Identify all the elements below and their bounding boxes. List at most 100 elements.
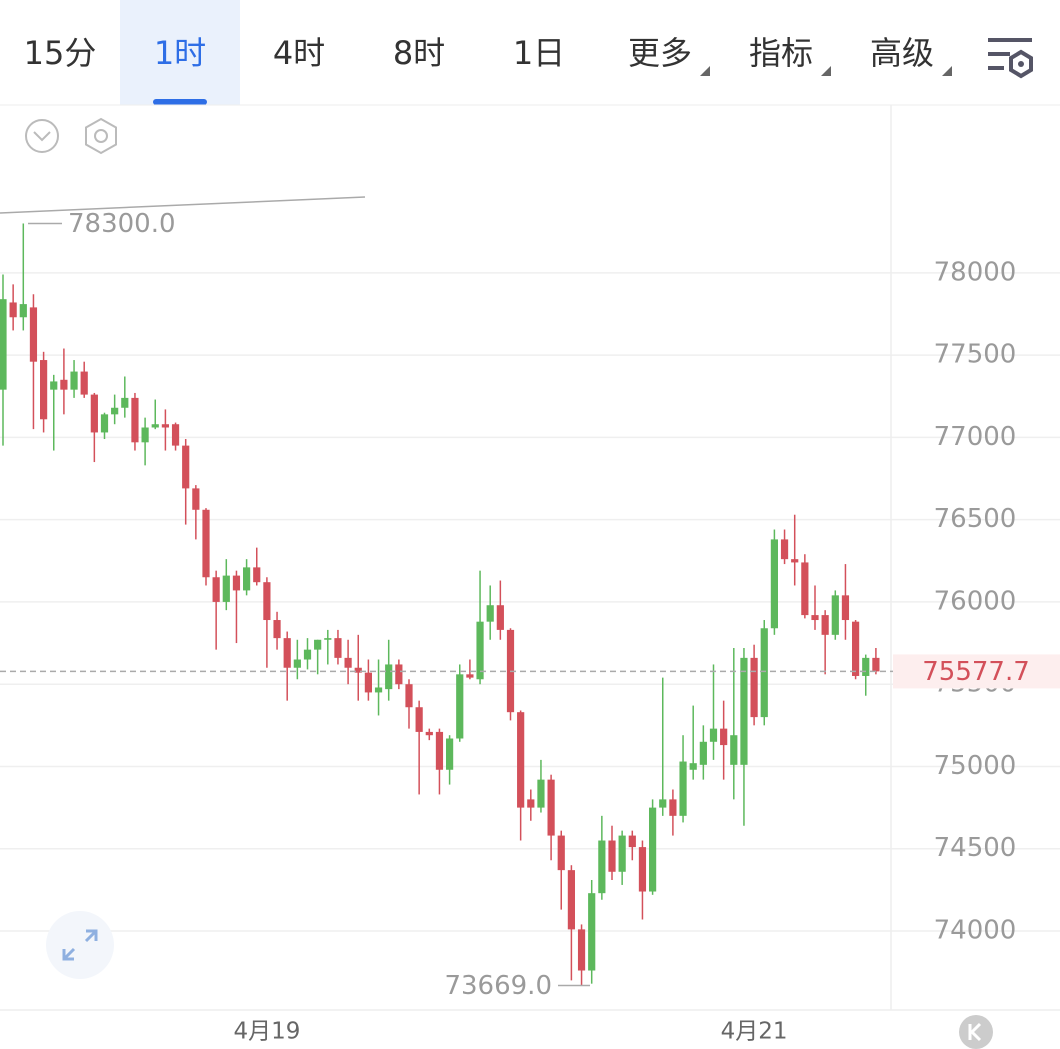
candle-body (334, 638, 342, 658)
dropdown-arrow (700, 66, 710, 76)
candle-body (273, 620, 281, 639)
candle-body (821, 615, 829, 635)
tab[interactable]: 1时 (154, 34, 206, 72)
candle-body (537, 779, 545, 808)
candle-body (649, 807, 657, 892)
candle-body (740, 657, 748, 765)
candle-body (669, 799, 677, 816)
tab[interactable]: 高级 (870, 34, 934, 72)
candle-body (801, 562, 809, 616)
candle-body (577, 929, 586, 971)
candle-body (385, 664, 393, 690)
candle-body (293, 659, 301, 668)
tab[interactable]: 1日 (513, 34, 565, 72)
candle-body (364, 672, 372, 693)
candle-body (60, 379, 68, 390)
candle-body (40, 360, 48, 420)
tab[interactable]: 4时 (273, 34, 325, 72)
trend-line (0, 196, 366, 214)
candle-body (638, 847, 647, 892)
candle-body (70, 371, 78, 390)
candle-body (557, 835, 565, 871)
candle-body (517, 712, 525, 808)
candle-body (80, 371, 88, 395)
candle-body (872, 657, 880, 672)
candle-body (852, 621, 860, 676)
candle-body (425, 731, 433, 736)
y-tick-label: 77000 (934, 422, 1017, 452)
candle-body (527, 799, 535, 808)
tab[interactable]: 15分 (24, 34, 97, 72)
candle-body (9, 302, 17, 318)
y-tick-label: 75000 (934, 751, 1017, 781)
candle-body (750, 657, 758, 718)
candle-body (19, 304, 27, 318)
candle-body (232, 575, 241, 591)
candle-body (689, 763, 697, 770)
dropdown-arrow (821, 66, 831, 76)
candle-body (476, 621, 484, 680)
candle-body (324, 638, 332, 640)
active-tab-bg (120, 0, 240, 105)
candle-body (283, 638, 291, 668)
candle-body (405, 684, 413, 708)
candle-body (354, 667, 362, 673)
candle-body (791, 559, 799, 563)
settings-icon[interactable] (988, 38, 1033, 79)
candle-body (29, 307, 38, 362)
candle-body (608, 840, 616, 872)
tab[interactable]: 更多 (628, 34, 692, 72)
candle-body (314, 639, 322, 650)
candle-body (171, 424, 180, 446)
candle-body (263, 582, 271, 621)
candle-body (456, 674, 464, 739)
tab[interactable]: 8时 (393, 34, 445, 72)
y-tick-label: 77500 (934, 340, 1017, 370)
candle-body (253, 567, 261, 583)
candle-body (486, 605, 494, 622)
candle-body (730, 735, 738, 765)
candle-body (567, 870, 575, 930)
toolbar: 15分 1时 4时 8时 1日 更多 指标 高级 (24, 0, 952, 105)
candle-body (618, 835, 626, 872)
candle-body (699, 741, 707, 765)
candle-body (770, 539, 778, 629)
candle-body (496, 605, 504, 630)
candle-body (344, 657, 352, 668)
settings-hex-icon[interactable] (85, 117, 117, 155)
candle-body (50, 381, 58, 390)
collapse-icon[interactable] (25, 119, 59, 153)
candle-body (780, 539, 789, 560)
tab[interactable]: 指标 (749, 34, 813, 72)
plot-area: 7400074500750007550076000765007700077500… (0, 105, 1060, 1045)
candle-body (841, 595, 850, 621)
max-label: 78300.0 (68, 209, 176, 239)
expand-button[interactable] (46, 911, 114, 979)
candle-body (121, 397, 129, 408)
candle-body (659, 799, 667, 808)
candle-body (212, 577, 220, 602)
y-tick-label: 74000 (934, 916, 1017, 946)
min-label: 73669.0 (444, 971, 552, 1001)
candle-body (679, 761, 687, 816)
candle-body (862, 657, 870, 676)
candle-body (202, 509, 210, 578)
y-tick-label: 78000 (934, 257, 1017, 287)
x-tick-label: 4月21 (721, 1019, 788, 1045)
candle-body (111, 407, 119, 415)
candle-body (466, 674, 474, 678)
candle-body (709, 728, 718, 742)
current-price-tag (893, 654, 1060, 689)
candle-body (598, 840, 606, 894)
scroll-latest-button[interactable] (959, 1015, 993, 1049)
candle-body (811, 615, 819, 621)
candle-body (760, 628, 768, 718)
candle-body (435, 731, 444, 770)
candle-body (161, 424, 169, 428)
candle-body (588, 893, 596, 971)
dropdown-arrow (942, 66, 952, 76)
y-tick-label: 74500 (934, 833, 1017, 863)
